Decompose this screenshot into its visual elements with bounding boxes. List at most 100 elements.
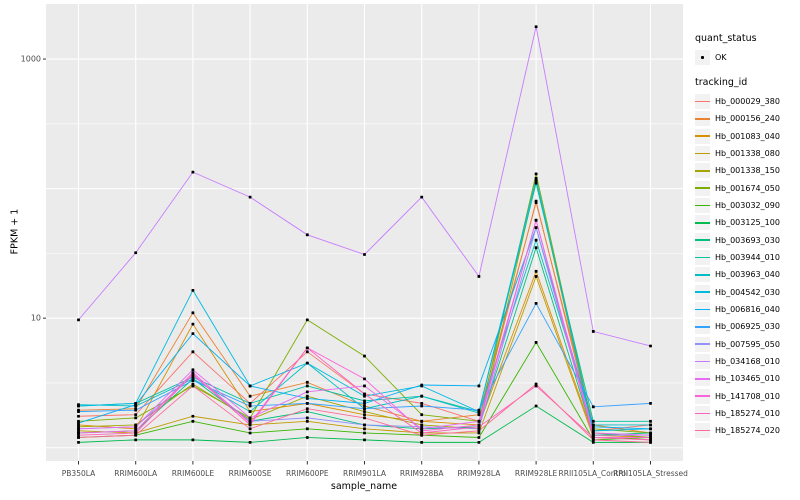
data-point [420, 440, 424, 444]
legend-item-label: Hb_001338_150 [715, 166, 780, 176]
data-point [477, 384, 481, 388]
data-point [420, 429, 424, 433]
legend-item-label: Hb_003944_010 [715, 252, 780, 262]
data-point [305, 410, 309, 414]
data-point [649, 423, 652, 427]
data-point [134, 403, 138, 407]
data-point [534, 201, 538, 204]
data-point [191, 368, 195, 372]
data-point [191, 384, 195, 388]
legend-key-line-icon [695, 343, 710, 345]
legend-tracking-items: Hb_000029_380 Hb_000156_240 Hb_001083_040 H… [695, 94, 799, 439]
data-point [591, 429, 595, 433]
data-point [248, 431, 252, 435]
legend-item-label: Hb_001674_050 [715, 183, 780, 193]
legend: quant_status OK tracking_id Hb_000029_38… [695, 33, 799, 441]
data-point [363, 410, 366, 414]
data-point [649, 401, 652, 405]
data-point [420, 433, 424, 437]
legend-key-line-icon [695, 378, 710, 380]
data-point [134, 433, 138, 437]
legend-item: Hb_001338_150 [695, 163, 799, 179]
legend-item: Hb_001338_080 [695, 145, 799, 161]
data-point [363, 394, 366, 398]
data-point [420, 431, 424, 435]
data-point [363, 407, 366, 411]
data-point [363, 413, 366, 417]
data-point [534, 302, 538, 305]
data-point [649, 438, 652, 442]
legend-key-line-icon [695, 308, 710, 311]
data-point [363, 431, 366, 435]
data-point [77, 421, 80, 425]
data-point [191, 332, 195, 336]
data-point [591, 433, 595, 437]
data-point [191, 350, 195, 354]
data-point [191, 311, 195, 315]
data-point [77, 404, 80, 408]
data-point [363, 438, 366, 442]
data-point [363, 399, 366, 403]
legend-key [695, 128, 710, 144]
data-point [534, 172, 538, 176]
data-point [305, 407, 309, 411]
data-point [363, 427, 366, 431]
data-point [191, 379, 195, 382]
legend-key-line-icon [695, 222, 710, 224]
ok-point-icon [701, 56, 704, 59]
data-point [477, 419, 481, 423]
data-point [591, 419, 595, 423]
legend-item: Hb_003693_030 [695, 232, 799, 248]
legend-key [695, 111, 710, 127]
legend-key [695, 319, 710, 335]
data-point [305, 419, 309, 423]
legend-key-line-icon [695, 395, 710, 397]
legend-key-line-icon [695, 135, 710, 137]
legend-item: Hb_141708_010 [695, 388, 799, 404]
legend-item: Hb_185274_020 [695, 423, 799, 439]
data-point [305, 361, 309, 365]
legend-item: Hb_034168_010 [695, 353, 799, 369]
data-point [305, 346, 309, 350]
data-point [363, 354, 366, 358]
data-point [420, 401, 424, 405]
data-point [363, 401, 366, 405]
data-point [534, 275, 538, 278]
data-point [363, 404, 366, 408]
legend-key [695, 232, 710, 248]
data-point [534, 179, 538, 183]
data-point [305, 318, 309, 322]
legend-item: Hb_185274_010 [695, 405, 799, 421]
data-point [649, 431, 652, 435]
x-axis-title: sample_name [330, 481, 398, 492]
data-point [77, 414, 80, 418]
legend-key [695, 336, 710, 352]
data-point [363, 377, 366, 381]
data-point [534, 246, 538, 250]
data-point [591, 330, 595, 333]
legend-key [695, 215, 710, 231]
data-point [305, 427, 309, 431]
data-point [305, 416, 309, 420]
legend-quant-title: quant_status [695, 33, 757, 44]
data-point [191, 288, 195, 292]
data-point [248, 427, 252, 431]
data-point [305, 390, 309, 394]
x-tick-label: RRIM928LE [515, 469, 558, 478]
data-point [248, 416, 252, 420]
data-point [248, 384, 252, 388]
data-point [591, 425, 595, 429]
data-point [477, 429, 481, 433]
legend-item-label: Hb_001338_080 [715, 148, 780, 158]
data-point [248, 404, 252, 408]
data-point [649, 419, 652, 423]
data-point [248, 394, 252, 398]
legend-key [695, 249, 710, 265]
data-point [305, 350, 309, 354]
x-tick-label: RRII105LA_Control [559, 469, 629, 478]
legend-item: Hb_006816_040 [695, 301, 799, 317]
data-point [534, 25, 538, 29]
data-point [534, 218, 538, 222]
